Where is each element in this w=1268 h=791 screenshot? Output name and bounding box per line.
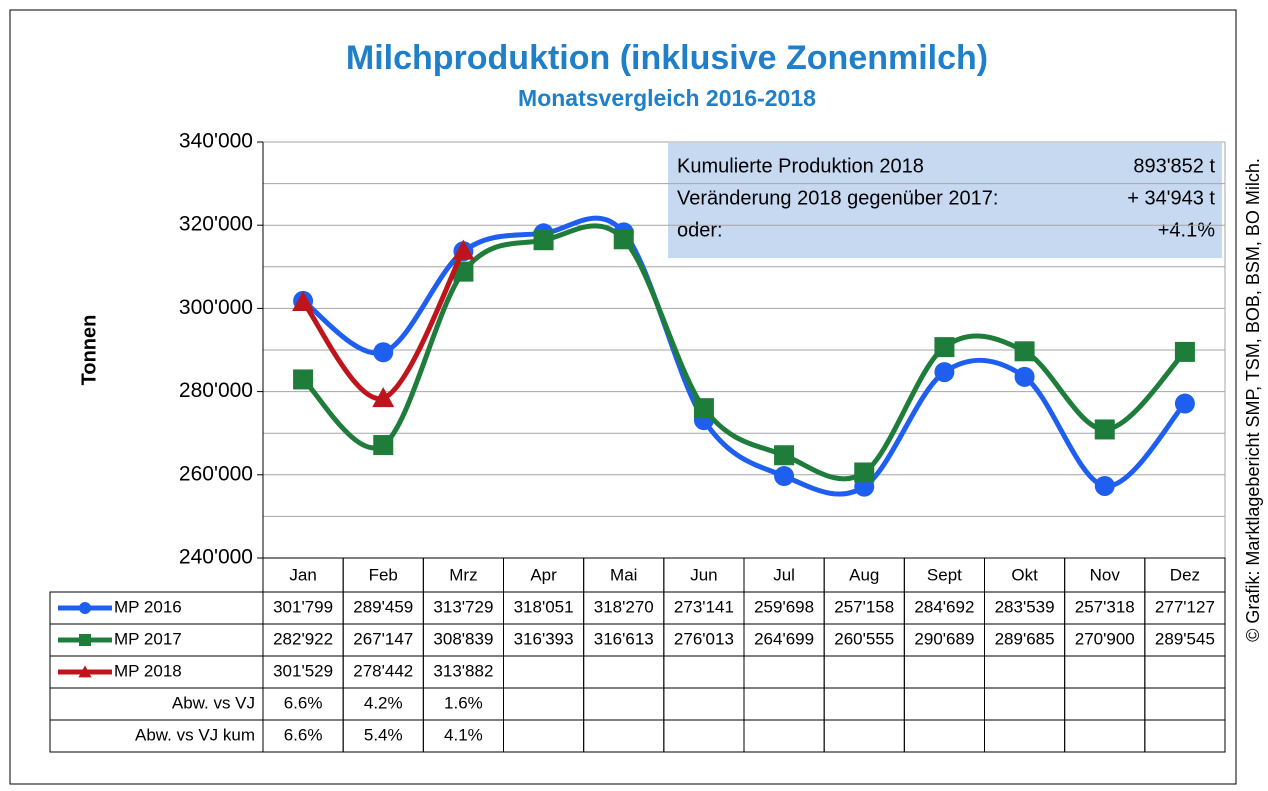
table-value: 1.6% — [444, 693, 483, 712]
info-text: Kumulierte Produktion 2018 — [677, 155, 924, 177]
y-tick-label: 300'000 — [179, 296, 253, 319]
row-label: Abw. vs VJ kum — [135, 725, 255, 744]
marker — [373, 435, 394, 456]
x-tick-label: Mai — [610, 565, 637, 584]
marker — [372, 387, 395, 408]
x-tick-label: Nov — [1090, 565, 1121, 584]
marker — [1174, 393, 1195, 414]
x-tick-label: Dez — [1170, 565, 1200, 584]
table-value: 4.2% — [364, 693, 403, 712]
table-value: 289'459 — [353, 597, 413, 616]
y-tick-label: 320'000 — [179, 213, 253, 236]
y-tick-label: 260'000 — [179, 462, 253, 485]
y-axis-label: Tonnen — [78, 315, 100, 386]
marker — [1014, 366, 1035, 387]
x-tick-label: Jul — [773, 565, 795, 584]
table-value: 267'147 — [353, 629, 413, 648]
table-value: 318'051 — [514, 597, 574, 616]
table-value: 6.6% — [284, 725, 323, 744]
x-tick-label: Mrz — [449, 565, 477, 584]
y-tick-label: 340'000 — [179, 130, 253, 153]
x-tick-label: Feb — [369, 565, 398, 584]
table-value: 259'698 — [754, 597, 814, 616]
marker — [1094, 419, 1115, 440]
marker — [78, 665, 92, 678]
marker — [934, 337, 955, 358]
marker — [452, 239, 475, 260]
info-value: 893'852 t — [1133, 155, 1215, 177]
row-label: Abw. vs VJ — [172, 693, 255, 712]
table-value: 316'393 — [514, 629, 574, 648]
x-tick-label: Apr — [530, 565, 557, 584]
marker — [79, 634, 91, 646]
marker — [79, 602, 91, 614]
x-tick-label: Jan — [289, 565, 316, 584]
x-tick-label: Okt — [1011, 565, 1038, 584]
frame — [9, 9, 1237, 785]
marker — [533, 230, 554, 251]
table-value: 316'613 — [594, 629, 654, 648]
table-value: 282'922 — [273, 629, 333, 648]
chart-subtitle: Monatsvergleich 2016-2018 — [518, 85, 816, 111]
info-text: Veränderung 2018 gegenüber 2017: — [677, 187, 998, 209]
table-value: 301'799 — [273, 597, 333, 616]
table-value: 257'158 — [834, 597, 894, 616]
source: © Grafik: Marktlagebericht SMP, TSM, BOB… — [1243, 158, 1263, 642]
table-value: 308'839 — [433, 629, 493, 648]
table-cell — [1144, 719, 1226, 753]
table-value: 313'729 — [433, 597, 493, 616]
table-value: 284'692 — [914, 597, 974, 616]
x-tick-label: Sept — [927, 565, 962, 584]
y-tick-label: 280'000 — [179, 379, 253, 402]
info-text: oder: — [677, 219, 723, 241]
marker — [613, 229, 634, 250]
table-value: 257'318 — [1075, 597, 1135, 616]
table-value: 289'685 — [995, 629, 1055, 648]
info-box — [668, 143, 1222, 258]
table-value: 301'529 — [273, 661, 333, 680]
marker — [1014, 341, 1035, 362]
table-value: 277'127 — [1155, 597, 1215, 616]
marker — [292, 291, 315, 312]
table-value: 289'545 — [1155, 629, 1215, 648]
table-value: 318'270 — [594, 597, 654, 616]
series-line — [301, 223, 1187, 482]
marker — [1174, 341, 1195, 362]
table-value: 4.1% — [444, 725, 483, 744]
legend-label: MP 2016 — [114, 597, 182, 616]
table-value: 276'013 — [674, 629, 734, 648]
x-tick-label: Jun — [690, 565, 717, 584]
x-tick-label: Aug — [849, 565, 879, 584]
marker — [774, 466, 795, 487]
marker — [1094, 475, 1115, 496]
marker — [854, 462, 875, 483]
legend-label: MP 2018 — [114, 661, 182, 680]
table-value: 260'555 — [834, 629, 894, 648]
table-value: 264'699 — [754, 629, 814, 648]
y-tick-label: 240'000 — [179, 546, 253, 569]
table-value: 273'141 — [674, 597, 734, 616]
marker — [693, 398, 714, 419]
table-value: 6.6% — [284, 693, 323, 712]
info-value: + 34'943 t — [1127, 187, 1215, 209]
table-value: 313'882 — [433, 661, 493, 680]
table-value: 283'539 — [995, 597, 1055, 616]
table-value: 270'900 — [1075, 629, 1135, 648]
chart-title: Milchproduktion (inklusive Zonenmilch) — [346, 39, 988, 77]
legend-label: MP 2017 — [114, 629, 182, 648]
marker — [373, 342, 394, 363]
info-value: +4.1% — [1158, 219, 1215, 241]
marker — [934, 362, 955, 383]
table-value: 5.4% — [364, 725, 403, 744]
marker — [293, 369, 314, 390]
table-value: 278'442 — [353, 661, 413, 680]
table-value: 290'689 — [914, 629, 974, 648]
marker — [774, 445, 795, 466]
